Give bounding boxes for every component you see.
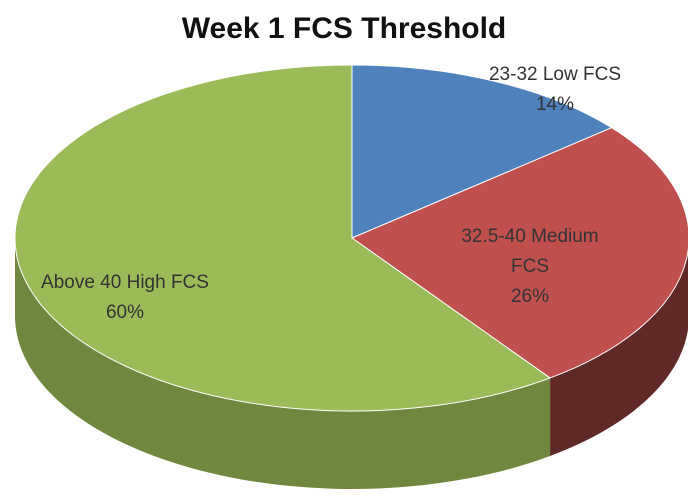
value-label: 60% — [105, 302, 145, 323]
slice-side — [15, 238, 551, 489]
value-label: 26% — [510, 286, 550, 307]
slice-label: Above 40 High FCS 60% — [30, 268, 220, 328]
slice-label: 32.5-40 Medium FCS 26% — [440, 222, 620, 312]
slice — [14, 64, 552, 412]
slice-label: 23-32 Low FCS 14% — [455, 60, 655, 120]
category-label: Above 40 High FCS — [41, 272, 209, 293]
slice — [350, 127, 688, 379]
slice-side — [550, 250, 688, 456]
value-label: 14% — [535, 94, 575, 115]
chart-title: Week 1 FCS Threshold — [181, 12, 507, 45]
category-label: 32.5-40 Medium FCS — [461, 226, 599, 277]
slice — [351, 64, 613, 239]
category-label: 23-32 Low FCS — [488, 64, 621, 85]
